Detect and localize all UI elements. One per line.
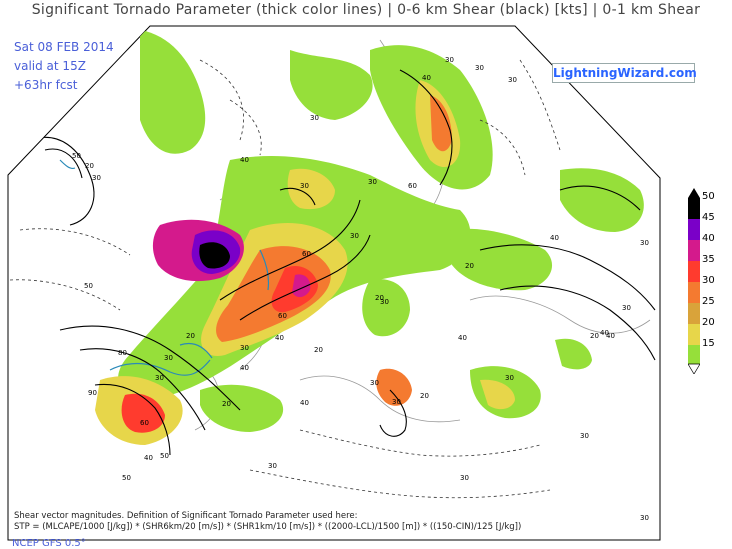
contour-label: 40 [300,399,309,407]
legend-label: 35 [702,254,715,265]
contour-label: 30 [350,232,359,240]
stp-shading [95,30,644,445]
contour-label: 30 [380,298,389,306]
contour-label: 20 [590,332,599,340]
date-label: Sat 08 FEB 2014 [14,40,114,54]
footer-definition-note: Shear vector magnitudes. Definition of S… [14,511,358,521]
legend-label: 40 [702,233,715,244]
contour-label: 30 [580,432,589,440]
legend-swatch [688,198,700,219]
contour-label: 20 [420,392,429,400]
contour-label: 20 [465,262,474,270]
contour-label: 30 [240,344,249,352]
contour-label: 50 [122,474,131,482]
contour-label: 60 [408,182,417,190]
contour-label: 40 [422,74,431,82]
contour-label: 30 [460,474,469,482]
contour-label: 80 [118,349,127,357]
contour-label: 40 [240,156,249,164]
contour-label: 20 [85,162,94,170]
contour-label: 40 [275,334,284,342]
footer-stp-formula: STP = (MLCAPE/1000 [J/kg]) * (SHR6km/20 … [14,522,522,532]
legend-swatch [688,261,700,282]
contour-labels: 30 30 40 30 30 50 20 30 40 30 60 50 20 3… [72,56,649,522]
legend-bottom-triangle [688,363,700,374]
contour-label: 30 [300,182,309,190]
forecast-hour-label: +63hr fcst [14,78,78,92]
model-label: NCEP GFS 0.5° [12,538,86,549]
contour-label: 30 [164,354,173,362]
contour-label: 60 [278,312,287,320]
shear-0-6km-contours [29,69,656,456]
contour-label: 50 [160,452,169,460]
contour-label: 50 [84,282,93,290]
contour-label: 30 [508,76,517,84]
legend-swatch [688,324,700,345]
legend-swatch [688,282,700,303]
lightningwizard-logo: LightningWizard.com [552,63,697,83]
color-legend [688,188,700,374]
contour-label: 30 [505,374,514,382]
contour-label: 30 [368,178,377,186]
legend-label: 15 [702,338,715,349]
legend-label: 45 [702,212,715,223]
contour-label: 40 [606,332,615,340]
contour-label: 20 [314,346,323,354]
contour-label: 30 [640,239,649,247]
contour-label: 30 [310,114,319,122]
contour-label: 40 [240,364,249,372]
legend-swatch [688,219,700,240]
contour-label: 30 [392,398,401,406]
contour-label: 30 [155,374,164,382]
shear-0-1km-contours [59,159,270,376]
contour-label: 60 [302,250,311,258]
contour-label: 40 [458,334,467,342]
contour-label: 30 [622,304,631,312]
legend-label: 30 [702,275,715,286]
contour-label: 20 [186,332,195,340]
contour-label: 20 [375,294,384,302]
contour-label: 30 [475,64,484,72]
legend-label: 25 [702,296,715,307]
contour-label: 40 [144,454,153,462]
contour-label: 40 [600,329,609,337]
legend-label: 20 [702,317,715,328]
contour-label: 90 [88,389,97,397]
chart-title: Significant Tornado Parameter (thick col… [31,2,701,18]
legend-label: 50 [702,191,715,202]
contour-label: 20 [222,400,231,408]
legend-swatch [688,345,700,364]
contour-label: 30 [640,514,649,522]
contour-label: 30 [445,56,454,64]
contour-label: 30 [268,462,277,470]
valid-time-label: valid at 15Z [14,59,86,73]
background-contours [9,59,561,499]
contour-label: 30 [370,379,379,387]
contour-label: 30 [92,174,101,182]
legend-swatch [688,303,700,324]
contour-label: 50 [72,152,81,160]
legend-swatch [688,240,700,261]
contour-label: 40 [550,234,559,242]
contour-label: 60 [140,419,149,427]
legend-top-triangle [688,188,700,198]
